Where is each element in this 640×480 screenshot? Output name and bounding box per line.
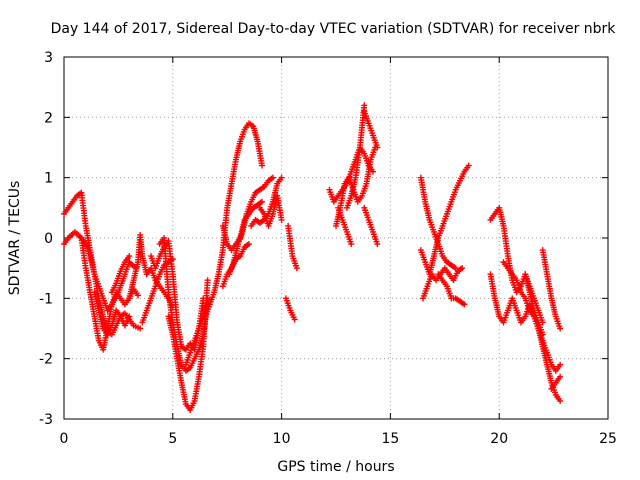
data-point-marker: [459, 265, 466, 272]
series-s15: [226, 174, 276, 278]
series-s26: [417, 174, 459, 272]
data-point-marker: [557, 325, 564, 332]
series-s27: [417, 162, 472, 278]
data-point-marker: [126, 313, 133, 320]
data-points: [61, 102, 564, 413]
series-s12: [202, 120, 266, 320]
axis-ticks: 0 5 10 15 20 25 -3 -2 -1 0 1 2 3: [39, 50, 617, 447]
data-point-marker: [204, 295, 211, 302]
data-point-marker: [461, 301, 468, 308]
data-point-marker: [134, 292, 141, 299]
data-point-marker: [278, 216, 285, 223]
data-point-marker: [259, 162, 266, 169]
y-tick-label: 0: [44, 231, 53, 247]
data-point-marker: [126, 253, 133, 260]
series-s18: [285, 222, 300, 272]
y-axis-label: SDTVAR / TECUs: [7, 181, 23, 296]
chart-title: Day 144 of 2017, Sidereal Day-to-day VTE…: [51, 21, 617, 37]
grid-lines: [64, 57, 608, 419]
y-tick-label: 3: [44, 50, 53, 66]
data-point-marker: [374, 241, 381, 248]
x-tick-label: 25: [599, 431, 617, 447]
x-tick-label: 15: [381, 431, 399, 447]
series-s35: [548, 373, 564, 392]
series-s19: [282, 295, 298, 323]
y-tick-label: -2: [39, 352, 53, 368]
y-tick-label: -3: [39, 412, 53, 428]
data-point-marker: [269, 174, 276, 181]
data-point-marker: [465, 162, 472, 169]
series-s25: [361, 204, 381, 248]
data-point-marker: [348, 241, 355, 248]
data-point-marker: [374, 144, 381, 151]
series-s16: [248, 174, 285, 229]
data-point-marker: [204, 277, 211, 284]
data-point-marker: [557, 373, 564, 380]
data-point-marker: [293, 265, 300, 272]
x-tick-label: 20: [490, 431, 508, 447]
data-point-marker: [557, 397, 564, 404]
series-s32: [500, 259, 564, 374]
y-tick-label: -1: [39, 291, 53, 307]
data-point-marker: [557, 361, 564, 368]
data-point-marker: [245, 241, 252, 248]
x-tick-label: 10: [273, 431, 291, 447]
series-s29: [435, 271, 468, 308]
data-point-marker: [259, 198, 266, 205]
data-point-marker: [137, 325, 144, 332]
series-s28: [420, 265, 466, 302]
x-tick-label: 5: [168, 431, 177, 447]
series-s17: [256, 192, 285, 229]
data-point-marker: [291, 316, 298, 323]
series-s24: [335, 204, 355, 248]
x-tick-label: 0: [60, 431, 69, 447]
series-s11: [182, 295, 211, 368]
series-s33: [522, 271, 546, 326]
series-s13: [219, 198, 266, 254]
y-tick-label: 1: [44, 171, 53, 187]
series-s34: [539, 247, 564, 332]
y-tick-label: 2: [44, 110, 53, 126]
series-s22: [343, 102, 368, 211]
data-point-marker: [278, 174, 285, 181]
x-axis-label: GPS time / hours: [277, 459, 394, 475]
data-point-marker: [361, 102, 368, 109]
series-s23: [361, 108, 381, 151]
data-point-marker: [539, 319, 546, 326]
data-point-marker: [452, 265, 459, 272]
series-s5: [108, 253, 133, 296]
series-s4: [91, 289, 133, 338]
series-s6: [126, 231, 176, 311]
